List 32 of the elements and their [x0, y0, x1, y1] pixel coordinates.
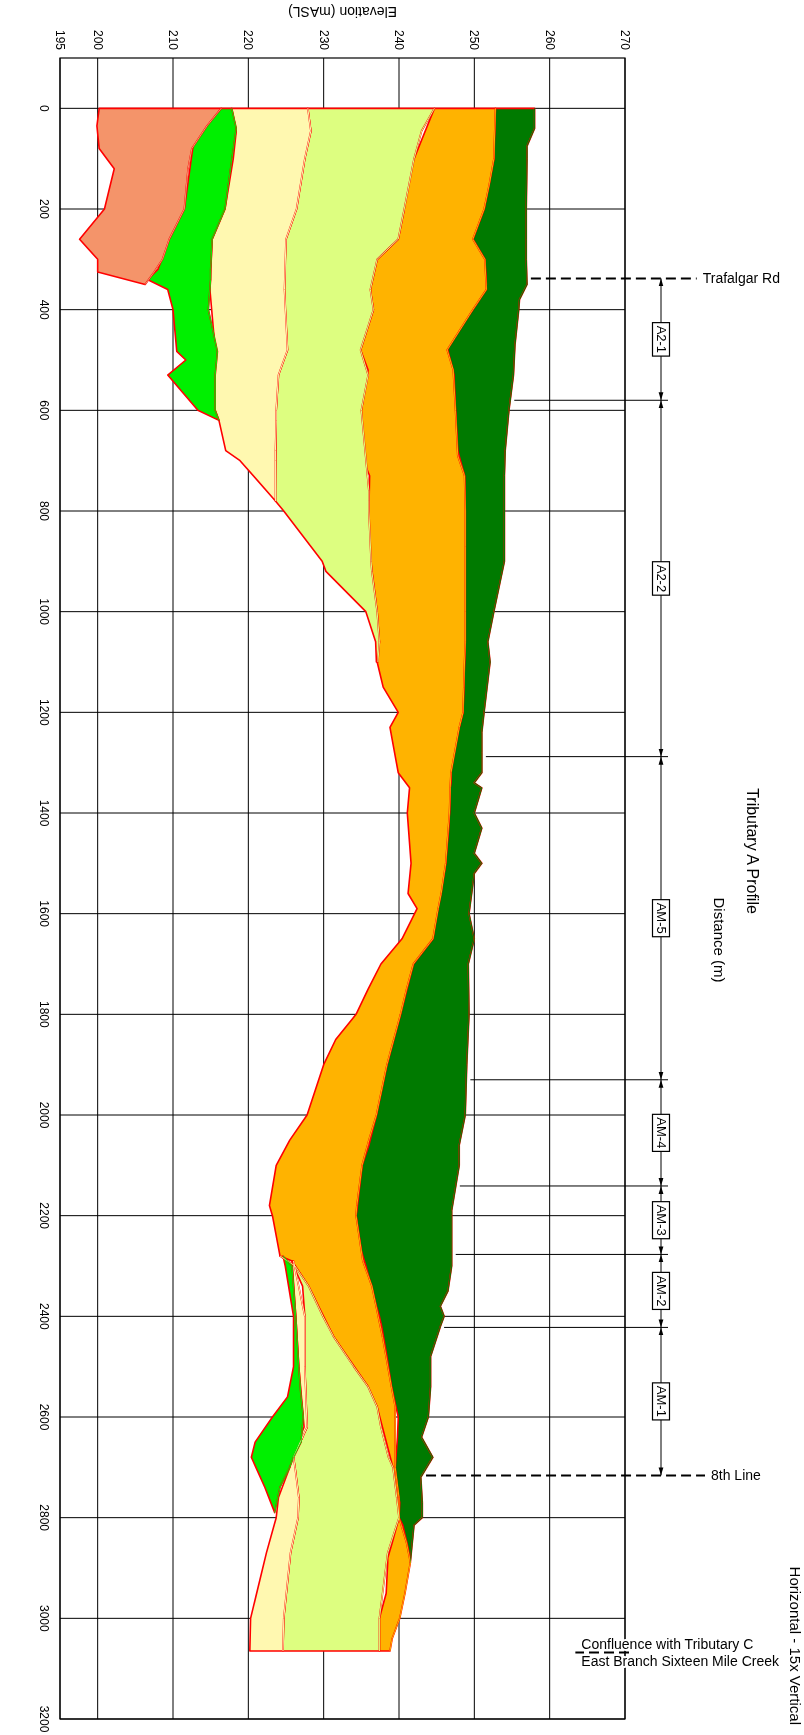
- y-tick-label: 400: [37, 299, 51, 320]
- text: Horizontal - 15x Vertical: [786, 1566, 804, 1725]
- x-tick-label: 200: [90, 29, 105, 51]
- x-axis-title: Elevation (mASL): [288, 4, 397, 20]
- y-tick-label: 1200: [37, 698, 51, 726]
- x-tick-label: 250: [467, 29, 482, 51]
- ref-line-label: 8th Line: [711, 1467, 762, 1484]
- ref-line-label: Trafalgar Rd: [702, 270, 780, 287]
- y-tick-label: 3000: [37, 1604, 51, 1632]
- x-tick-label: 270: [618, 29, 632, 51]
- y-tick-label: 2000: [37, 1101, 51, 1129]
- y-tick-label: 2800: [37, 1504, 51, 1532]
- y-tick-label: 0: [37, 104, 51, 112]
- x-tick-label: 220: [241, 29, 256, 51]
- x-tick-label: 240: [392, 29, 406, 51]
- x-tick-label: 195: [53, 29, 67, 51]
- y-tick-label: 200: [37, 198, 51, 220]
- x-tick-label: 260: [542, 29, 557, 51]
- y-tick-label: 2600: [37, 1403, 51, 1431]
- y-tick-label: 2400: [37, 1302, 51, 1330]
- x-tick-label: 210: [166, 29, 180, 51]
- x-tick-label: 230: [316, 29, 331, 51]
- y-tick-label: 1000: [37, 598, 51, 626]
- y-tick-label: 1600: [37, 900, 51, 928]
- y-tick-label: 600: [37, 400, 51, 421]
- y-tick-label: 800: [37, 500, 51, 522]
- y-tick-label: 1400: [37, 799, 51, 827]
- y-tick-label: 1800: [37, 1000, 51, 1028]
- text: Distance (m): [710, 897, 728, 983]
- y-tick-label: 3200: [37, 1705, 51, 1733]
- text: Tributary A Profile: [743, 788, 761, 914]
- y-tick-label: 2200: [37, 1202, 51, 1230]
